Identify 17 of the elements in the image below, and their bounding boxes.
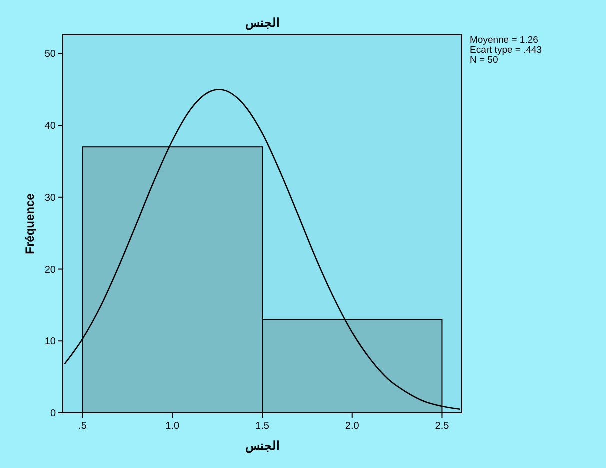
x-tick-label: 2.5 [435, 421, 450, 432]
x-tick-label: 1.0 [166, 421, 180, 432]
x-tick-label: 2.0 [345, 421, 360, 432]
y-tick-label: 50 [44, 49, 56, 60]
x-tick-label: .5 [78, 421, 88, 432]
text: Moyenne = 1.26 [470, 35, 538, 46]
x-tick-label: 1.5 [256, 421, 270, 432]
y-tick-label: 0 [50, 408, 56, 420]
text: Ecart type = .443 [470, 45, 542, 56]
y-tick-label: 30 [44, 192, 56, 204]
y-tick-label: 40 [44, 121, 56, 132]
y-tick-label: 10 [44, 336, 56, 348]
x-axis-title: الجنس [246, 439, 280, 454]
y-axis-title: Fréquence [23, 193, 37, 254]
chart-title: الجنس [246, 16, 280, 31]
text: N = 50 [470, 55, 498, 66]
y-tick-label: 20 [44, 264, 56, 276]
